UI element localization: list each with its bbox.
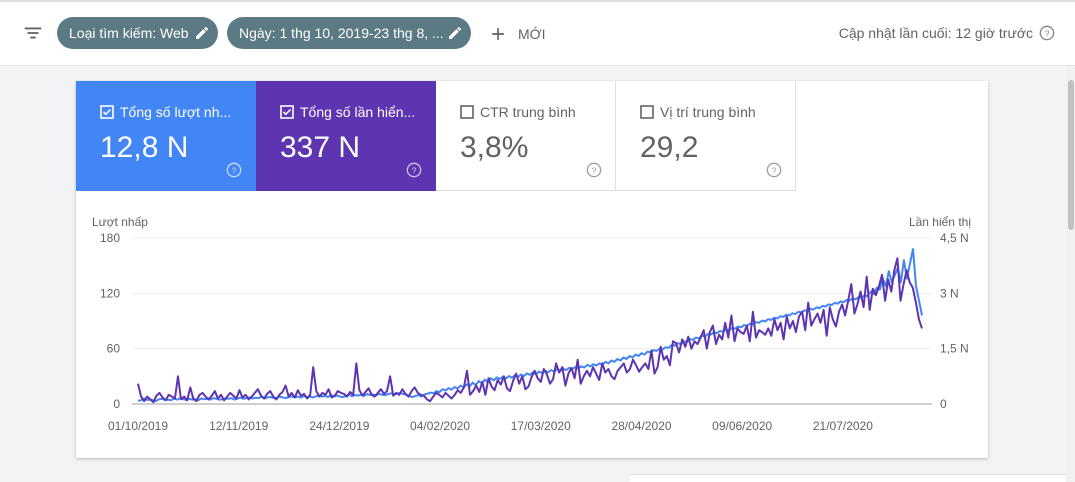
- x-axis-tick-label: 24/12/2019: [309, 419, 369, 433]
- svg-text:?: ?: [592, 165, 597, 175]
- new-filter-button[interactable]: MỚI: [488, 20, 546, 48]
- svg-text:?: ?: [772, 165, 777, 175]
- right-axis-tick-label: 1,5 N: [940, 342, 969, 356]
- chart-series: [137, 248, 923, 404]
- help-icon[interactable]: ?: [1039, 25, 1055, 41]
- scrollbar-thumb[interactable]: [1068, 80, 1074, 230]
- metric-value: 29,2: [640, 131, 699, 164]
- svg-text:?: ?: [232, 165, 237, 175]
- left-axis-tick-label: 120: [100, 286, 120, 300]
- help-icon[interactable]: ?: [766, 162, 782, 178]
- help-icon[interactable]: ?: [406, 162, 422, 178]
- date-range-chip[interactable]: Ngày: 1 thg 10, 2019-23 thg 8, ...: [227, 17, 471, 49]
- plus-icon: [492, 28, 504, 40]
- svg-text:?: ?: [1045, 28, 1050, 38]
- metric-label: Vị trí trung bình: [660, 104, 756, 120]
- x-axis-tick-label: 21/07/2020: [813, 419, 873, 433]
- help-icon[interactable]: ?: [586, 162, 602, 178]
- search-type-chip-label: Loại tìm kiếm: Web: [69, 25, 189, 41]
- chart-grid: [132, 237, 932, 405]
- metric-total-impressions[interactable]: Tổng số lần hiển... 337 N ?: [256, 81, 436, 191]
- date-range-chip-label: Ngày: 1 thg 10, 2019-23 thg 8, ...: [239, 25, 444, 41]
- metric-label: Tổng số lần hiển...: [300, 104, 416, 120]
- new-filter-label: MỚI: [518, 26, 546, 42]
- left-axis-tick-label: 180: [100, 231, 120, 245]
- page-scrollbar[interactable]: [1066, 66, 1075, 482]
- help-icon[interactable]: ?: [226, 162, 242, 178]
- x-axis-tick-label: 28/04/2020: [611, 419, 671, 433]
- metric-value: 3,8%: [460, 131, 529, 164]
- x-axis-tick-label: 01/10/2019: [108, 419, 168, 433]
- svg-text:?: ?: [412, 165, 417, 175]
- right-axis-title: Lần hiển thị: [909, 215, 971, 229]
- edit-pencil-icon[interactable]: [194, 25, 210, 41]
- right-axis-tick-label: 0: [940, 397, 947, 411]
- checkbox-checked-icon[interactable]: [100, 105, 114, 119]
- left-axis-tick-label: 0: [113, 397, 120, 411]
- x-axis-tick-label: 09/06/2020: [712, 419, 772, 433]
- impressions-series-line: [137, 248, 923, 402]
- x-axis-tick-label: 04/02/2020: [410, 419, 470, 433]
- metric-label: CTR trung bình: [480, 104, 576, 120]
- right-axis-tick-label: 3 N: [940, 286, 959, 300]
- chart-tick-labels: 180 4,5 N 120 3 N 60 1,5 N 0 0 01/10/2019 12/11/2…: [100, 231, 969, 433]
- clicks-series-line: [137, 257, 923, 404]
- left-axis-tick-label: 60: [107, 342, 121, 356]
- metric-label: Tổng số lượt nh...: [120, 104, 232, 120]
- edit-pencil-icon[interactable]: [447, 25, 463, 41]
- metric-total-clicks[interactable]: Tổng số lượt nh... 12,8 N ?: [76, 81, 256, 191]
- x-axis-tick-label: 12/11/2019: [209, 419, 268, 433]
- checkbox-unchecked-icon[interactable]: [460, 105, 474, 119]
- left-axis-title: Lượt nhấp: [92, 215, 148, 229]
- checkbox-unchecked-icon[interactable]: [640, 105, 654, 119]
- metric-value: 12,8 N: [100, 131, 189, 164]
- right-axis-tick-label: 4,5 N: [940, 231, 969, 245]
- bottom-toast-strip: [630, 474, 1066, 482]
- metric-average-ctr[interactable]: CTR trung bình 3,8% ?: [436, 81, 616, 191]
- x-axis-tick-label: 17/03/2020: [511, 419, 571, 433]
- search-type-chip[interactable]: Loại tìm kiếm: Web: [57, 17, 218, 49]
- last-updated-text: Cập nhật lần cuối: 12 giờ trước: [838, 25, 1033, 41]
- filter-icon[interactable]: [22, 22, 44, 44]
- top-filter-bar: Loại tìm kiếm: Web Ngày: 1 thg 10, 2019-…: [0, 0, 1075, 66]
- metric-value: 337 N: [280, 131, 361, 164]
- checkbox-checked-icon[interactable]: [280, 105, 294, 119]
- metric-average-position[interactable]: Vị trí trung bình 29,2 ?: [616, 81, 796, 191]
